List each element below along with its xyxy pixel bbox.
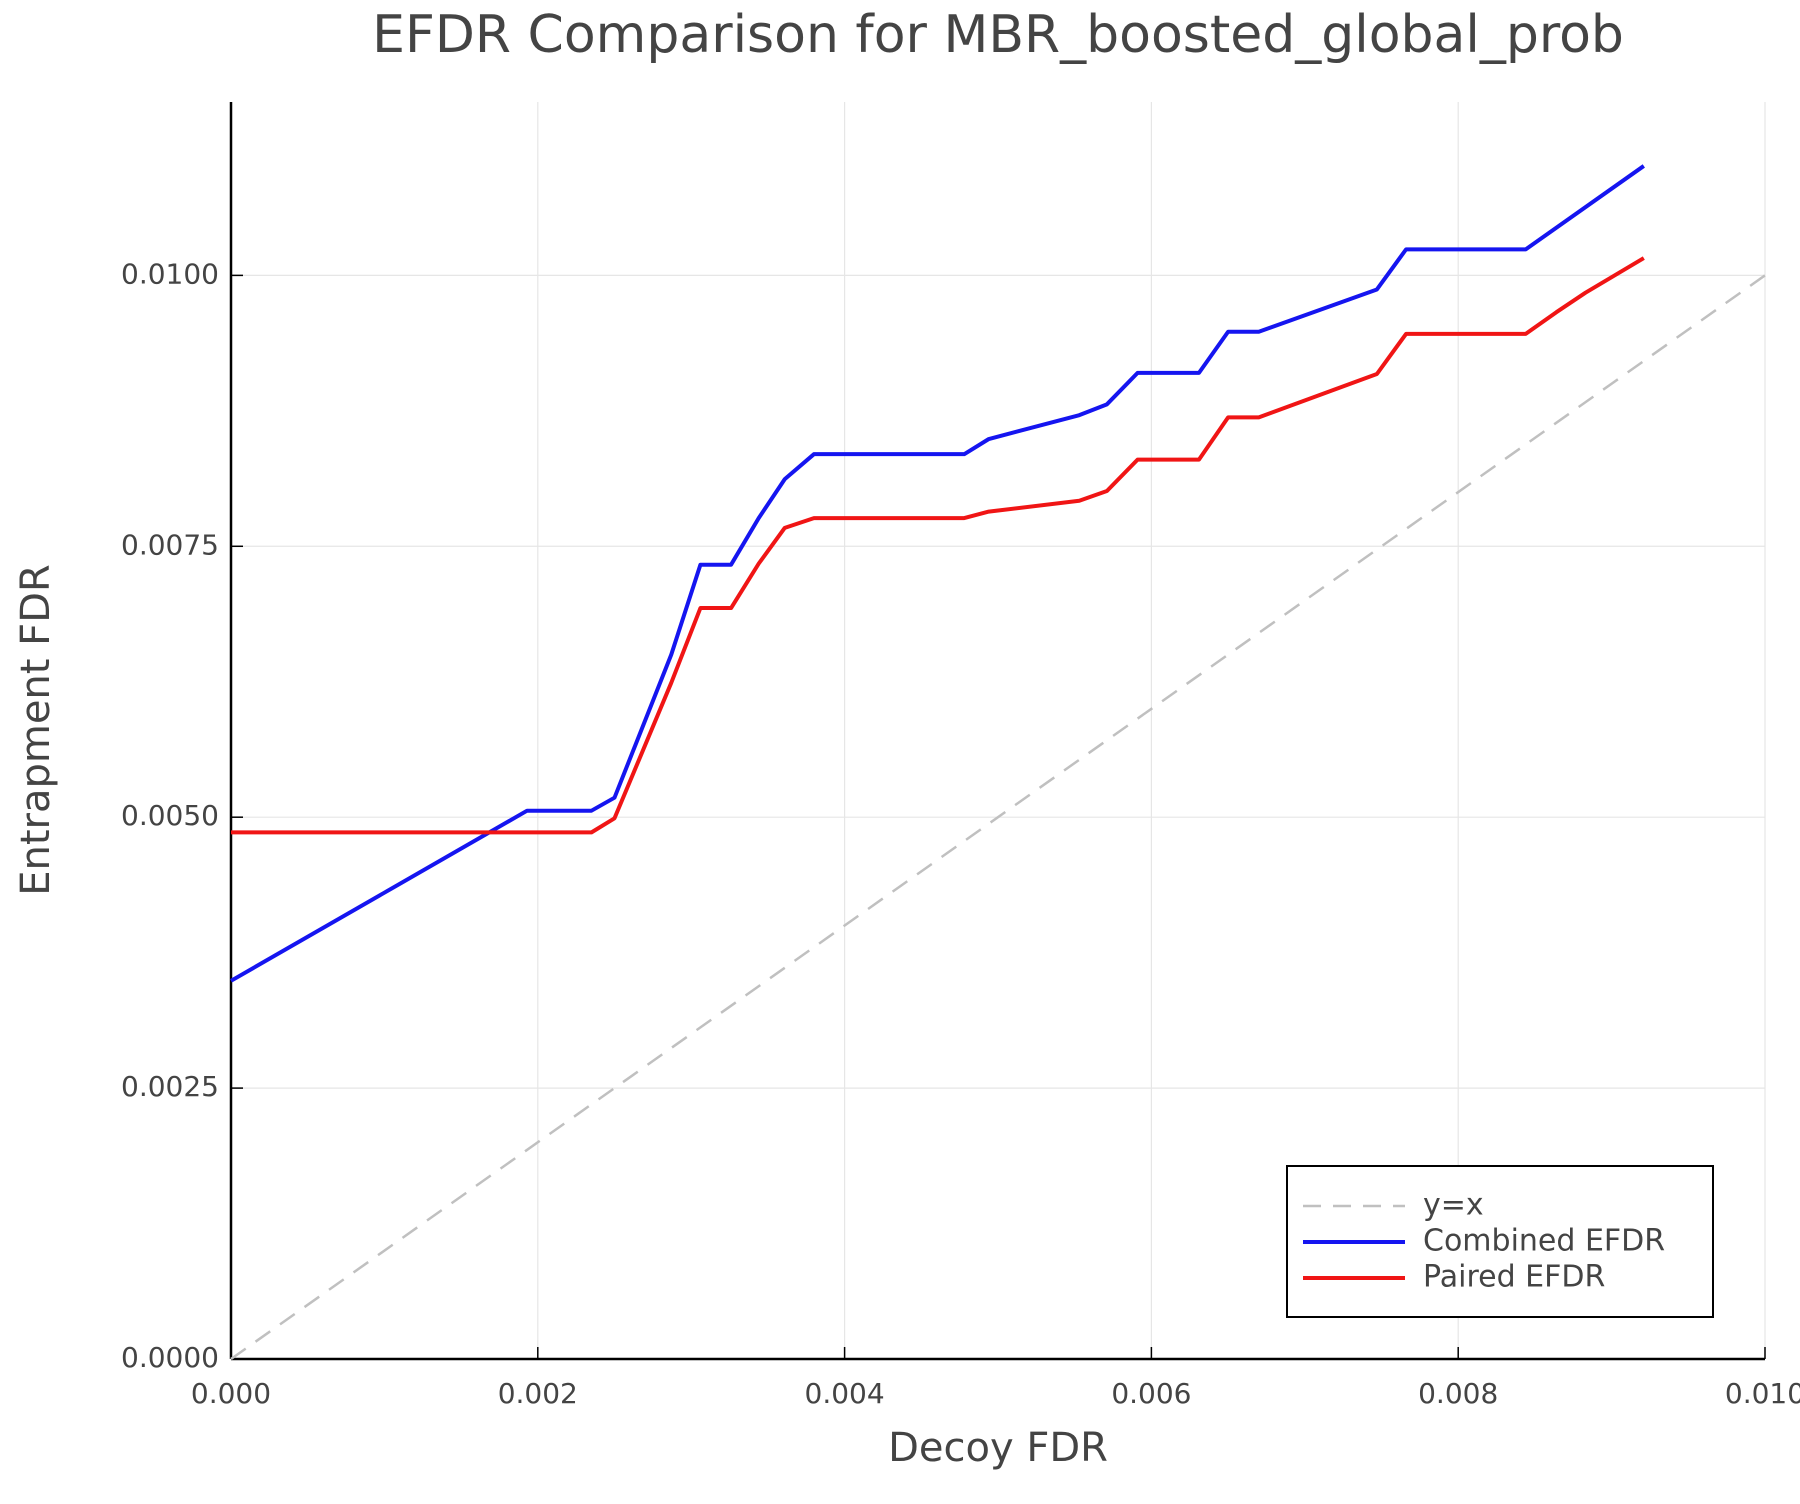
y-axis-label: Entrapment FDR	[13, 564, 59, 896]
x-tick-label: 0.008	[1418, 1377, 1498, 1410]
series-line	[231, 256, 1645, 835]
legend-label: Paired EFDR	[1423, 1260, 1605, 1295]
series-line	[230, 164, 1645, 983]
chart-title: EFDR Comparison for MBR_boosted_global_p…	[372, 5, 1624, 65]
legend-label: y=x	[1423, 1188, 1484, 1223]
x-tick-label: 0.010	[1725, 1377, 1800, 1410]
x-axis-label: Decoy FDR	[888, 1425, 1108, 1471]
x-tick-label: 0.004	[805, 1377, 885, 1410]
y-tick-label: 0.0025	[121, 1070, 219, 1103]
series-line	[230, 274, 1766, 1361]
y-tick-label: 0.0000	[121, 1341, 219, 1374]
y-tick-label: 0.0050	[121, 799, 219, 832]
x-tick-label: 0.006	[1111, 1377, 1191, 1410]
y-tick-label: 0.0100	[121, 257, 219, 290]
x-tick-label: 0.000	[191, 1377, 271, 1410]
y-tick-label: 0.0075	[121, 528, 219, 561]
x-tick-label: 0.002	[498, 1377, 578, 1410]
legend-label: Combined EFDR	[1423, 1224, 1665, 1259]
